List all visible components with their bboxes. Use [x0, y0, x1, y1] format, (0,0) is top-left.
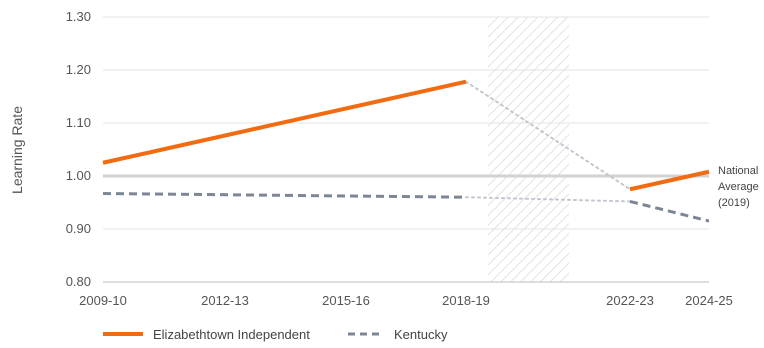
national-average-label: National Average (2019): [718, 165, 759, 209]
y-tick-label: 1.30: [66, 9, 91, 24]
legend-label-elizabethtown: Elizabethtown Independent: [153, 327, 310, 342]
pandemic-gap-shading: [488, 17, 569, 282]
legend-label-kentucky: Kentucky: [394, 327, 448, 342]
reference-label-line-3: (2019): [718, 197, 750, 209]
elizabethtown-gap-bridge: [465, 80, 631, 191]
series-lines: [102, 79, 710, 223]
kentucky-line-segment-1: [102, 191, 467, 199]
legend: Elizabethtown Independent Kentucky: [103, 327, 448, 342]
y-axis-title: Learning Rate: [9, 106, 25, 194]
y-gridlines: [103, 16, 709, 283]
x-tick-label: 2015-16: [322, 293, 370, 308]
y-tick-label: 0.80: [66, 274, 91, 289]
y-tick-label: 1.20: [66, 62, 91, 77]
reference-label-line-1: National: [718, 165, 758, 177]
y-tick-label: 1.10: [66, 115, 91, 130]
elizabethtown-line-segment-1: [102, 79, 467, 165]
y-tick-label: 1.00: [66, 168, 91, 183]
kentucky-line-segment-2: [629, 199, 710, 223]
x-tick-label: 2022-23: [606, 293, 654, 308]
x-tick-label: 2009-10: [79, 293, 127, 308]
elizabethtown-line-segment-2: [629, 169, 710, 192]
x-tick-labels: 2009-10 2012-13 2015-16 2018-19 2022-23 2024-…: [79, 293, 733, 308]
x-tick-label: 2018-19: [442, 293, 490, 308]
x-tick-label: 2012-13: [201, 293, 249, 308]
y-tick-labels: 0.80 0.90 1.00 1.10 1.20 1.30: [66, 9, 91, 289]
x-tick-label: 2024-25: [685, 293, 733, 308]
y-tick-label: 0.90: [66, 221, 91, 236]
reference-label-line-2: Average: [718, 181, 759, 193]
